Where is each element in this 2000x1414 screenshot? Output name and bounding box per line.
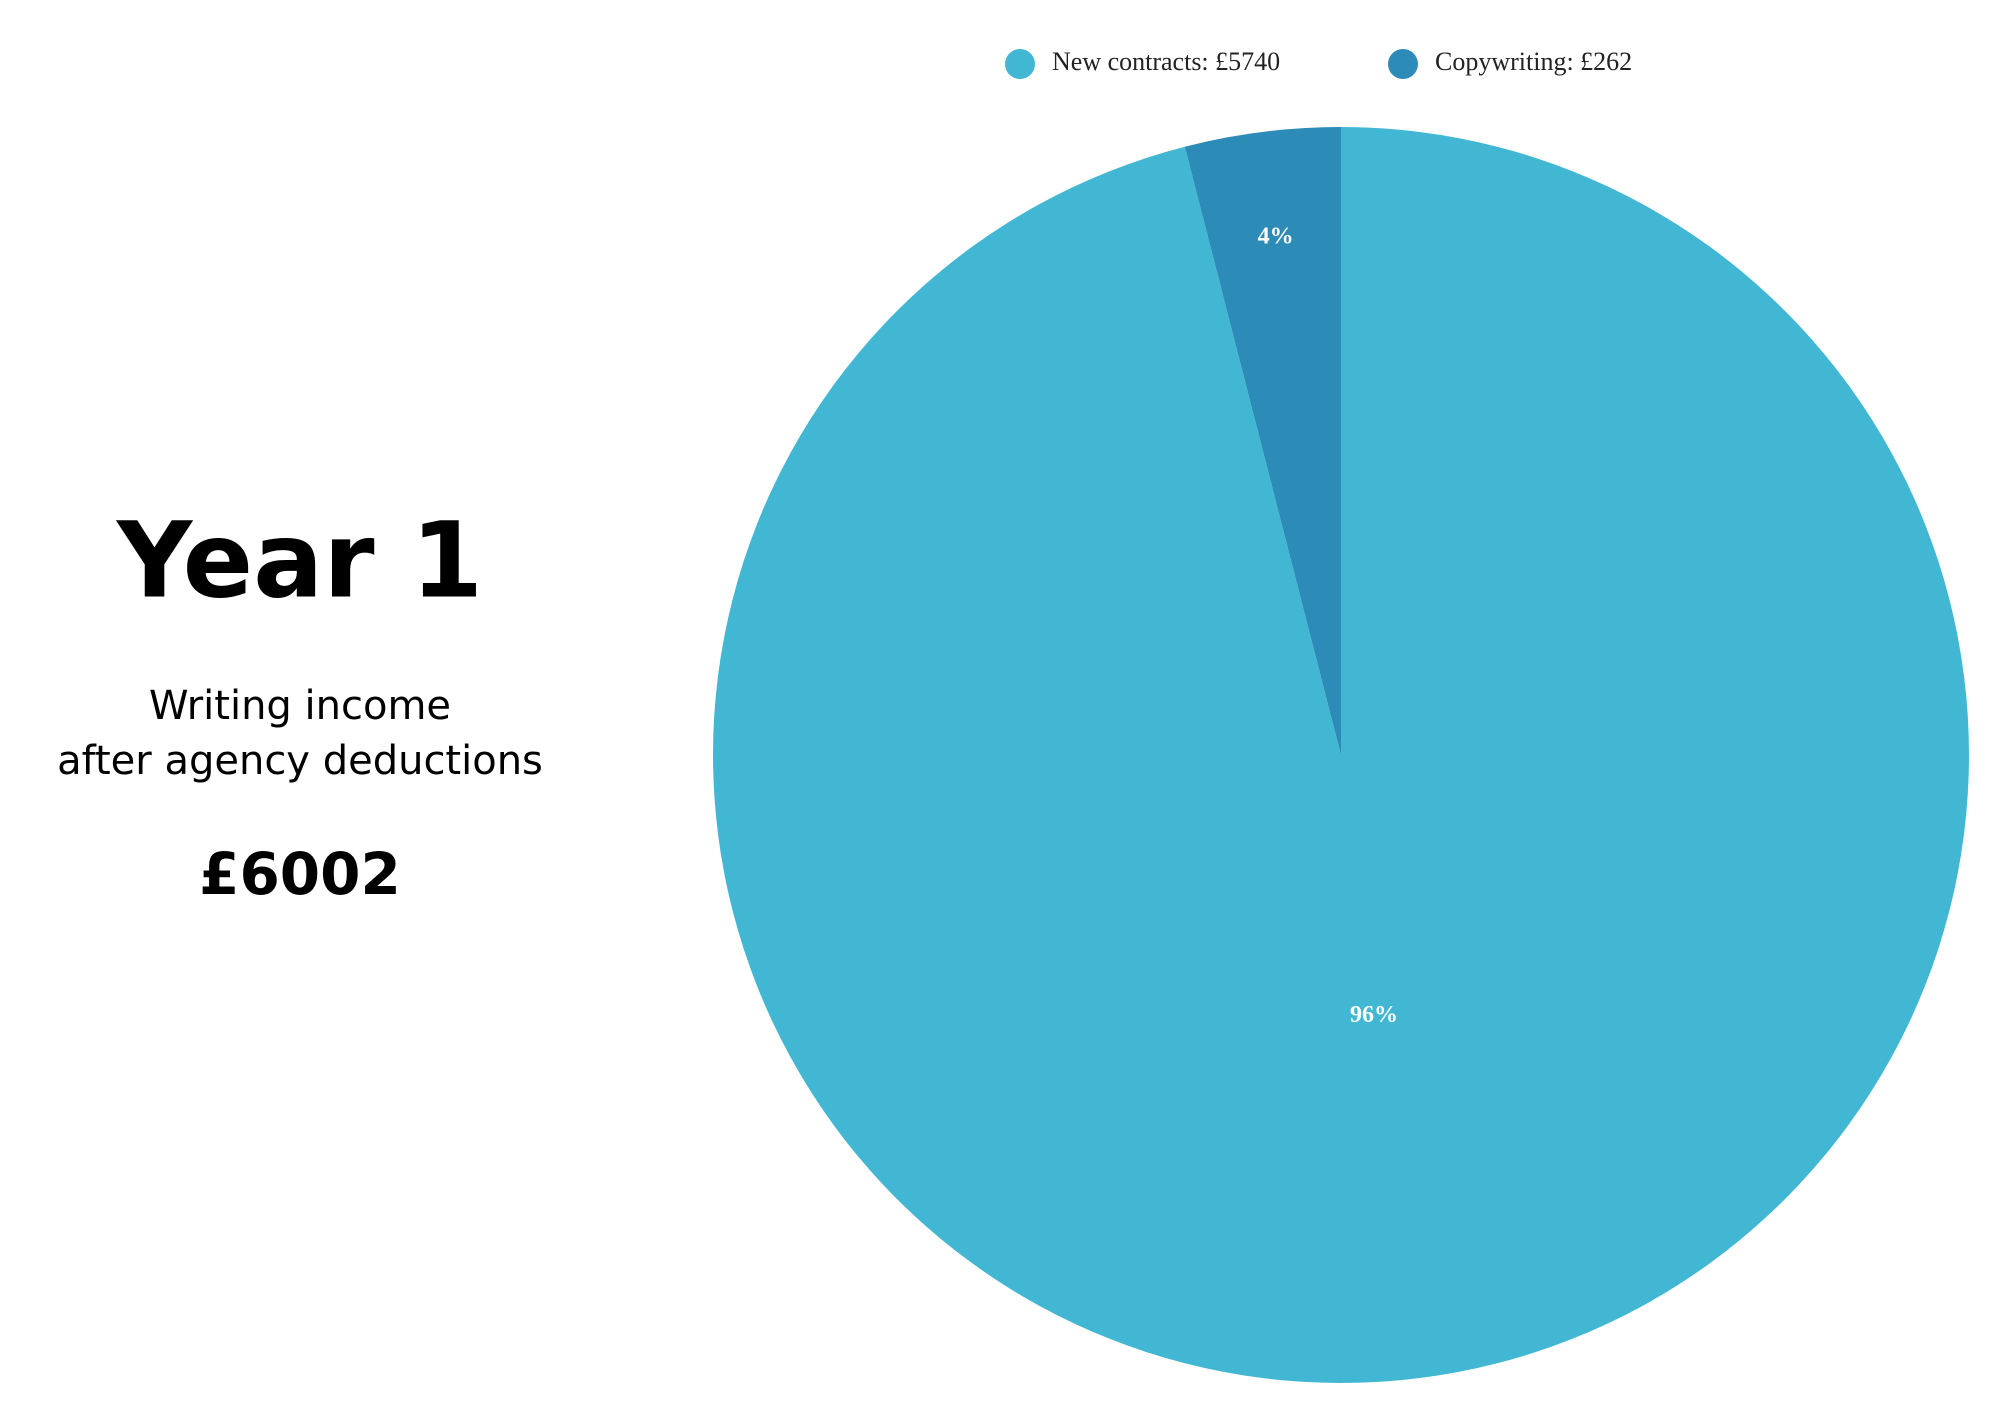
pie-slice [712, 127, 1969, 1383]
pie-slice [1184, 127, 1341, 755]
subtitle-line: Writing income [149, 683, 451, 729]
subtitle-line: after agency deductions [57, 738, 543, 784]
legend-swatch [1005, 49, 1035, 79]
total-label: £6002 [199, 840, 401, 908]
slice-label: 96% [1350, 1002, 1398, 1028]
legend-label: Copywriting: £262 [1435, 47, 1632, 76]
legend-swatch [1388, 49, 1418, 79]
legend-label: New contracts: £5740 [1052, 47, 1280, 76]
chart-title: Year 1 [115, 499, 483, 621]
slice-label: 4% [1258, 223, 1294, 249]
